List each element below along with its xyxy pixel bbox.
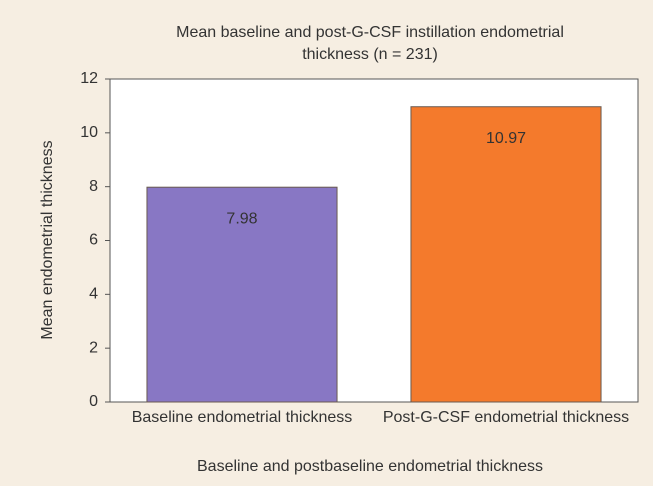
y-tick-label: 10 <box>80 124 98 141</box>
y-tick-label: 8 <box>89 178 98 195</box>
y-tick-label: 12 <box>80 70 98 87</box>
value-label: 7.98 <box>226 210 257 227</box>
x-tick-label: Baseline endometrial thickness <box>131 409 353 426</box>
y-tick-label: 2 <box>89 339 98 356</box>
x-axis-title: Baseline and postbaseline endometrial th… <box>197 458 543 475</box>
y-tick-label: 4 <box>89 286 98 303</box>
y-axis-title: Mean endometrial thickness <box>39 140 56 339</box>
y-tick-label: 6 <box>89 232 98 249</box>
bar <box>410 106 602 403</box>
chart-title: Mean baseline and post-G-CSF instillatio… <box>176 24 564 63</box>
value-label: 10.97 <box>486 130 526 147</box>
bar <box>146 186 338 403</box>
x-tick-label: Post-G-CSF endometrial thickness <box>382 409 630 426</box>
y-tick-label: 0 <box>89 393 98 410</box>
